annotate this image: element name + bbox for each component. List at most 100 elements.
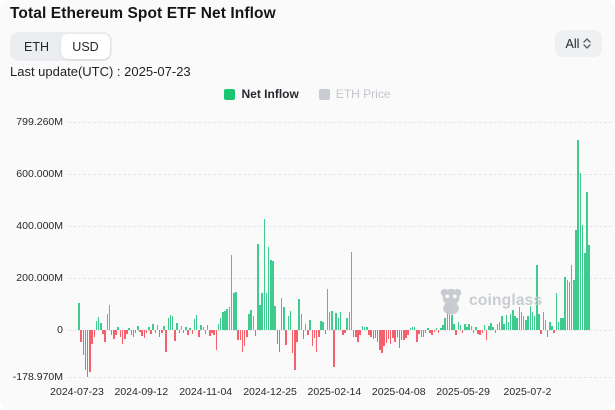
legend-item-eth-price[interactable]: ETH Price xyxy=(318,87,391,101)
bar-chart-plot[interactable]: 799.260M 600.000M 400.000M 200.000M 0 -178.97… xyxy=(0,115,615,410)
net-inflow-bar xyxy=(533,315,536,330)
net-inflow-bar xyxy=(477,330,479,334)
net-inflow-bar xyxy=(226,309,228,330)
net-inflow-bar xyxy=(250,309,252,330)
net-inflow-bar xyxy=(95,320,98,330)
net-inflow-bar xyxy=(217,323,220,330)
net-inflow-bar xyxy=(339,311,342,330)
net-inflow-bar xyxy=(505,314,508,330)
x-axis-tick-label: 2025-05-29 xyxy=(436,386,490,398)
net-inflow-bar xyxy=(461,330,464,334)
net-inflow-bar xyxy=(156,325,159,330)
net-inflow-bar xyxy=(488,326,490,330)
net-inflow-bar xyxy=(553,330,555,334)
net-inflow-bar xyxy=(322,322,324,330)
net-inflow-bar xyxy=(239,330,242,341)
net-inflow-bar xyxy=(570,265,573,330)
net-inflow-bar xyxy=(407,330,409,336)
toggle-eth-button[interactable]: ETH xyxy=(24,39,49,54)
net-inflow-bar xyxy=(182,330,185,333)
net-inflow-bar xyxy=(100,323,102,330)
net-inflow-bar xyxy=(344,330,346,334)
x-axis-tick-label: 2024-09-12 xyxy=(114,386,169,398)
net-inflow-bar xyxy=(346,318,348,330)
net-inflow-bar xyxy=(174,330,176,342)
net-inflow-bar xyxy=(588,244,590,330)
net-inflow-bar xyxy=(342,330,344,336)
y-axis-tick-label: 600.000M xyxy=(16,168,63,180)
net-inflow-bar xyxy=(161,330,163,333)
net-inflow-bar xyxy=(520,311,523,330)
net-inflow-bar xyxy=(459,325,462,330)
net-inflow-bar xyxy=(270,260,272,330)
net-inflow-bar xyxy=(337,318,340,330)
net-inflow-bar xyxy=(374,330,377,338)
range-select[interactable]: All xyxy=(555,30,602,57)
net-inflow-bar xyxy=(274,306,276,330)
toggle-usd-button[interactable]: USD xyxy=(61,34,110,59)
net-inflow-bar xyxy=(544,320,547,330)
net-inflow-bar xyxy=(350,252,353,330)
net-inflow-bar xyxy=(538,314,540,330)
net-inflow-bar xyxy=(440,327,442,330)
net-inflow-bar xyxy=(490,322,492,330)
net-inflow-bar xyxy=(315,330,318,353)
net-inflow-bar xyxy=(243,330,246,346)
gridline xyxy=(68,330,612,331)
net-inflow-bar xyxy=(468,323,470,330)
net-inflow-bar xyxy=(106,314,109,330)
net-inflow-bar xyxy=(335,313,337,330)
net-inflow-bar xyxy=(579,172,582,330)
net-inflow-bar xyxy=(137,326,139,330)
net-inflow-bar xyxy=(485,330,488,340)
net-inflow-bar xyxy=(326,288,329,330)
net-inflow-bar xyxy=(318,330,320,338)
net-inflow-bar xyxy=(549,321,551,330)
net-inflow-bar xyxy=(195,315,198,330)
net-inflow-bar xyxy=(235,292,237,330)
currency-toggle: ETH USD xyxy=(10,32,112,61)
net-inflow-bar xyxy=(108,305,111,330)
net-inflow-bar xyxy=(148,327,150,330)
net-inflow-bar xyxy=(422,330,425,337)
net-inflow-bar xyxy=(219,317,222,330)
net-inflow-bar xyxy=(154,330,157,334)
net-inflow-bar xyxy=(363,326,366,330)
net-inflow-bar xyxy=(167,317,170,330)
x-axis-tick-label: 2024-07-23 xyxy=(50,386,104,398)
net-inflow-bar xyxy=(252,315,255,330)
net-inflow-bar xyxy=(518,306,521,330)
net-inflow-bar xyxy=(158,330,161,337)
net-inflow-bar xyxy=(405,330,407,338)
net-inflow-bar xyxy=(527,316,529,330)
net-inflow-bar xyxy=(204,330,207,334)
eth-price-swatch-icon xyxy=(318,88,330,100)
net-inflow-bar xyxy=(512,309,514,330)
updown-chevron-icon xyxy=(583,38,592,49)
gridline xyxy=(68,226,612,227)
net-inflow-bar xyxy=(525,320,527,330)
net-inflow-bar xyxy=(396,330,399,337)
net-inflow-bar xyxy=(311,330,313,346)
net-inflow-bar xyxy=(577,139,579,330)
net-inflow-bar xyxy=(573,280,575,330)
net-inflow-bar xyxy=(178,330,181,334)
net-inflow-bar xyxy=(265,293,268,330)
net-inflow-bar xyxy=(257,243,259,330)
net-inflow-bar xyxy=(394,330,396,342)
net-inflow-bar xyxy=(119,330,122,338)
net-inflow-bar xyxy=(387,330,390,340)
net-inflow-bar xyxy=(529,306,531,330)
net-inflow-bar xyxy=(171,316,174,330)
net-inflow-bar xyxy=(213,330,215,336)
net-inflow-bar xyxy=(392,330,394,338)
net-inflow-bar xyxy=(472,330,475,333)
net-inflow-bar xyxy=(130,330,133,335)
net-inflow-bar xyxy=(566,280,569,330)
net-inflow-bar xyxy=(581,224,584,330)
net-inflow-bar xyxy=(313,330,316,338)
legend-item-net-inflow[interactable]: Net Inflow xyxy=(224,87,299,101)
net-inflow-bar xyxy=(91,330,93,345)
net-inflow-bar xyxy=(453,323,455,330)
net-inflow-bar xyxy=(126,330,128,334)
